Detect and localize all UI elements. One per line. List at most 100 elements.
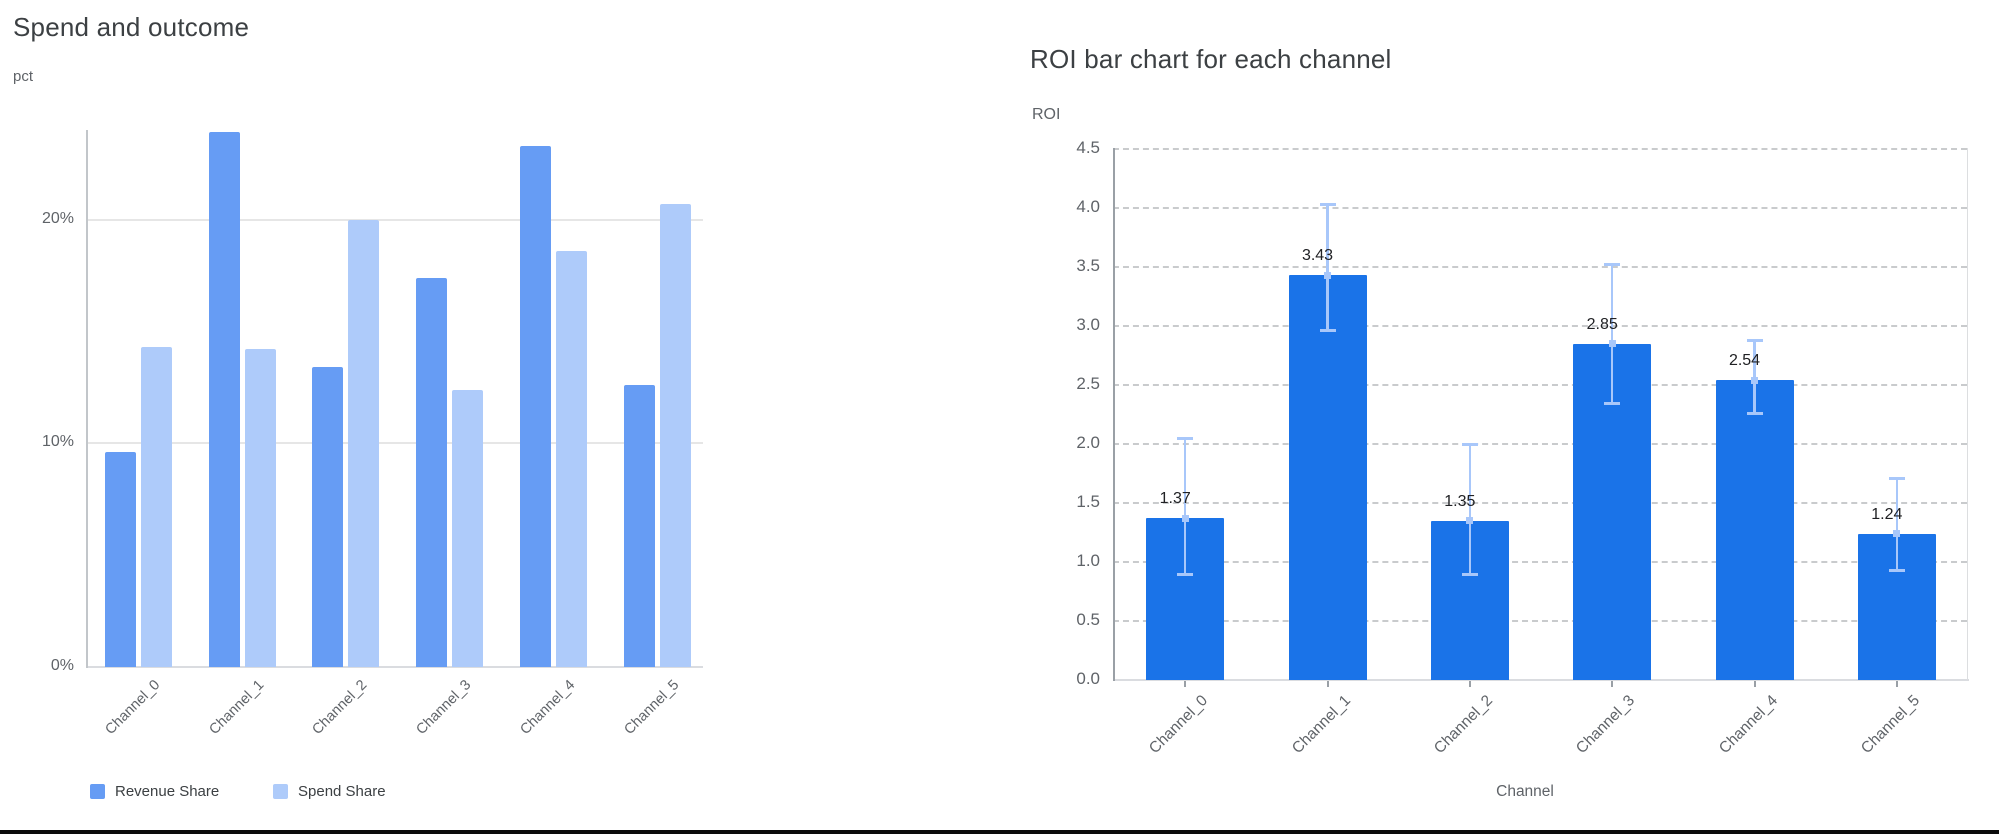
right-y-axis-line <box>1113 148 1115 681</box>
right-gridline-1.0 <box>1113 561 1967 563</box>
bar-spend-share-channel_3[interactable] <box>452 389 484 667</box>
right-y-tick-label-1.0: 1.0 <box>1076 551 1100 570</box>
right-x-tick-label-channel_5: Channel_5 <box>1857 692 1923 758</box>
error-bar-cap-top-channel_4 <box>1746 338 1763 342</box>
left-x-tick-label-channel_0: Channel_0 <box>102 677 164 738</box>
value-label-channel_4: 2.54 <box>1728 352 1761 370</box>
left-x-tick-label-channel_4: Channel_4 <box>517 677 579 738</box>
error-bar-cap-bottom-channel_3 <box>1604 402 1621 406</box>
right-y-tick-label-0.0: 0.0 <box>1076 669 1100 688</box>
bar-roi-channel_4[interactable] <box>1715 380 1794 680</box>
error-bar-cap-top-channel_3 <box>1604 263 1621 267</box>
left-y-axis-unit-label: pct <box>13 68 34 85</box>
legend-label-revenue-share[interactable]: Revenue Share <box>115 783 220 800</box>
right-y-tick-label-0.5: 0.5 <box>1076 610 1100 629</box>
error-bar-mean-marker-channel_4 <box>1751 376 1759 384</box>
error-bar-mean-marker-channel_0 <box>1181 514 1189 522</box>
right-gridline-2.5 <box>1113 384 1967 386</box>
right-x-tick-channel_5 <box>1895 681 1898 687</box>
bar-spend-share-channel_0[interactable] <box>141 347 172 667</box>
bar-revenue-share-channel_0[interactable] <box>105 452 136 667</box>
bar-revenue-share-channel_5[interactable] <box>623 385 655 667</box>
right-x-tick-label-channel_1: Channel_1 <box>1288 692 1354 758</box>
error-bar-line-channel_3 <box>1610 264 1614 404</box>
error-bar-cap-bottom-channel_1 <box>1319 329 1336 333</box>
right-x-axis-title: Channel <box>1496 783 1554 800</box>
bar-revenue-share-channel_2[interactable] <box>312 367 344 667</box>
right-x-tick-channel_4 <box>1753 681 1756 687</box>
bar-spend-share-channel_1[interactable] <box>244 349 276 667</box>
right-chart-title: ROI bar chart for each channel <box>1030 44 1392 74</box>
legend-swatch-revenue-share[interactable] <box>90 784 105 799</box>
error-bar-mean-marker-channel_3 <box>1608 340 1616 348</box>
error-bar-cap-top-channel_1 <box>1319 202 1336 206</box>
value-label-channel_0: 1.37 <box>1159 490 1191 508</box>
left-y-tick-label-0%: 0% <box>50 657 74 674</box>
bar-revenue-share-channel_4[interactable] <box>519 145 551 667</box>
bottom-border-rule <box>0 830 1999 834</box>
error-bar-line-channel_5 <box>1895 478 1899 571</box>
right-y-tick-label-2.5: 2.5 <box>1076 374 1100 393</box>
right-x-tick-label-channel_0: Channel_0 <box>1146 692 1212 758</box>
legend-swatch-spend-share[interactable] <box>273 784 288 799</box>
bar-spend-share-channel_5[interactable] <box>659 203 691 667</box>
left-x-tick-label-channel_3: Channel_3 <box>413 677 475 738</box>
right-gridline-3.0 <box>1113 325 1967 327</box>
bar-spend-share-channel_4[interactable] <box>555 250 587 667</box>
left-y-axis-line <box>86 130 88 668</box>
left-y-tick-label-10%: 10% <box>41 433 74 451</box>
left-x-tick-label-channel_2: Channel_2 <box>309 677 371 738</box>
left-chart-title: Spend and outcome <box>13 12 250 42</box>
right-y-tick-label-3.5: 3.5 <box>1076 256 1100 275</box>
error-bar-line-channel_2 <box>1468 444 1472 575</box>
right-x-tick-channel_0 <box>1184 681 1187 687</box>
right-y-tick-label-1.5: 1.5 <box>1076 492 1100 511</box>
right-y-tick-label-2.0: 2.0 <box>1076 433 1100 452</box>
bar-revenue-share-channel_1[interactable] <box>208 132 240 667</box>
error-bar-cap-top-channel_5 <box>1888 476 1905 480</box>
error-bar-cap-top-channel_2 <box>1461 442 1478 446</box>
error-bar-line-channel_4 <box>1753 340 1756 414</box>
value-label-channel_5: 1.24 <box>1871 505 1903 523</box>
left-x-axis-line <box>86 666 703 668</box>
value-label-channel_1: 3.43 <box>1301 247 1334 265</box>
right-gridline-2.0 <box>1113 443 1967 445</box>
right-gridline-0.5 <box>1113 620 1967 622</box>
left-gridline-20pct <box>86 218 703 221</box>
error-bar-cap-bottom-channel_0 <box>1177 573 1194 577</box>
right-y-tick-label-4.0: 4.0 <box>1076 197 1100 216</box>
right-y-tick-label-3.0: 3.0 <box>1076 315 1100 334</box>
error-bar-line-channel_0 <box>1183 438 1187 575</box>
bar-revenue-share-channel_3[interactable] <box>416 277 448 667</box>
value-label-channel_3: 2.85 <box>1586 315 1618 333</box>
bar-spend-share-channel_2[interactable] <box>348 219 380 667</box>
right-gridline-1.5 <box>1113 502 1967 504</box>
right-x-axis-line <box>1113 679 1969 681</box>
legend-label-spend-share[interactable]: Spend Share <box>298 783 386 800</box>
error-bar-mean-marker-channel_2 <box>1466 517 1474 525</box>
value-label-channel_2: 1.35 <box>1444 492 1476 510</box>
left-y-tick-label-20%: 20% <box>41 209 74 227</box>
left-x-tick-label-channel_1: Channel_1 <box>206 677 268 738</box>
bar-roi-channel_1[interactable] <box>1288 275 1367 680</box>
right-gridline-3.5 <box>1113 266 1967 268</box>
right-y-tick-label-4.5: 4.5 <box>1076 138 1100 157</box>
error-bar-cap-top-channel_0 <box>1177 436 1194 440</box>
left-x-tick-label-channel_5: Channel_5 <box>620 677 682 738</box>
right-x-tick-channel_1 <box>1326 681 1329 687</box>
error-bar-mean-marker-channel_5 <box>1893 530 1901 538</box>
right-x-tick-label-channel_4: Channel_4 <box>1715 692 1781 758</box>
right-plot-right-border <box>1967 148 1968 680</box>
right-x-tick-channel_2 <box>1468 681 1471 687</box>
right-gridline-4.0 <box>1113 207 1967 209</box>
error-bar-line-channel_1 <box>1326 204 1329 331</box>
right-x-tick-channel_3 <box>1611 681 1614 687</box>
error-bar-cap-bottom-channel_2 <box>1461 573 1478 577</box>
right-gridline-4.5 <box>1113 148 1967 150</box>
left-gridline-10pct <box>86 442 703 445</box>
error-bar-mean-marker-channel_1 <box>1324 271 1332 279</box>
error-bar-cap-bottom-channel_4 <box>1746 411 1763 415</box>
error-bar-cap-bottom-channel_5 <box>1888 568 1905 572</box>
right-y-axis-unit-label: ROI <box>1032 106 1061 123</box>
